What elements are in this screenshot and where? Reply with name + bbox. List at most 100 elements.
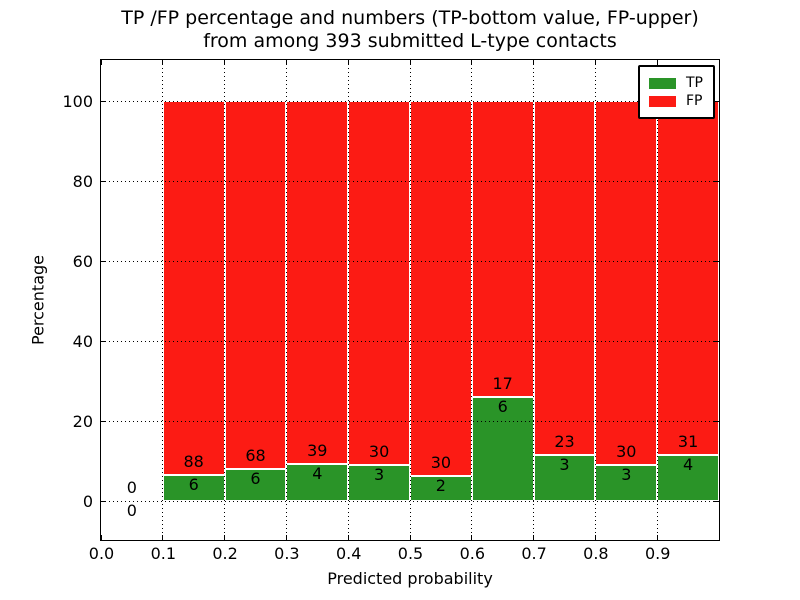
bar-tp-segment [595,464,658,501]
bar-fp-count-label: 30 [430,453,452,472]
legend: TP FP [638,65,715,119]
x-tick-label: 0.6 [459,544,486,563]
gridline-vertical [224,60,226,540]
legend-item-tp: TP [649,75,703,91]
bar-tp-count-label: 6 [188,475,199,495]
chart-title-line1: TP /FP percentage and numbers (TP-bottom… [121,7,699,29]
chart-title: TP /FP percentage and numbers (TP-bottom… [101,7,719,53]
bar-fp-count-label: 30 [368,441,390,461]
x-tick-label: 0.7 [521,544,547,563]
bar-fp-count-label: 68 [245,445,266,465]
bar-fp-count-label: 17 [492,373,513,393]
y-tick-mark [101,180,106,182]
bar-tp-count-label: 6 [250,468,261,488]
x-tick-mark-top [471,60,473,65]
bar-fp-segment [595,101,658,465]
bar-fp-count-label: 39 [307,440,328,460]
x-tick-label: 0.0 [88,544,115,563]
y-tick-mark-right [714,260,719,262]
y-tick-mark-right [714,180,719,182]
x-tick-mark-top [162,60,164,65]
y-tick-label: 0 [82,491,93,511]
legend-label-tp: TP [686,75,703,91]
x-tick-label: 0.5 [397,544,424,563]
bar-fp-segment [657,101,719,456]
gridline-vertical [471,60,473,540]
bar-fp-count-label: 23 [554,431,575,451]
gridline-horizontal [101,340,719,342]
x-tick-mark-top [409,60,411,65]
bar-tp-count-label: 3 [621,464,632,484]
x-tick-mark [409,535,411,540]
x-tick-label: 0.2 [212,544,238,563]
bar-fp-segment [533,101,596,455]
x-tick-label: 0.1 [150,544,177,563]
x-tick-mark [533,535,535,540]
x-tick-mark-top [594,60,596,65]
bar-tp-count-label: 6 [497,396,508,416]
x-tick-mark-top [347,60,349,65]
y-tick-mark [101,100,106,102]
gridline-horizontal [101,100,719,102]
x-tick-mark [162,535,164,540]
bar-fp-count-label: 30 [616,441,637,461]
x-tick-label: 0.4 [335,544,362,563]
gridline-horizontal [101,420,719,422]
y-tick-mark-right [714,420,719,422]
bar-tp-segment [657,455,719,501]
x-tick-mark [224,535,226,540]
gridline-horizontal [101,500,719,502]
x-tick-mark [594,535,596,540]
gridline-vertical [409,60,411,540]
bar-tp-count-label: 3 [374,464,385,484]
gridline-vertical [285,60,287,540]
bar-fp-segment [224,101,287,469]
bar-tp-count-label: 4 [312,463,323,483]
y-tick-label: 80 [72,171,93,191]
y-tick-mark-right [714,100,719,102]
bar-fp-count-label: 88 [183,452,204,472]
legend-label-fp: FP [686,93,703,109]
legend-swatch-tp [649,77,676,89]
y-tick-mark-right [714,340,719,342]
legend-item-fp: FP [649,93,703,109]
x-tick-mark-top [285,60,287,65]
bar-fp-segment [471,101,534,397]
chart-title-line2: from among 393 submitted L-type contacts [203,30,617,52]
y-tick-mark [101,340,106,342]
gridline-vertical [594,60,596,540]
x-tick-mark-top [224,60,226,65]
x-tick-mark [471,535,473,540]
y-tick-mark [101,420,106,422]
x-tick-mark [285,535,287,540]
x-axis-label: Predicted probability [327,569,493,588]
gridline-vertical [347,60,349,540]
plot-area: 0 0 88 6 68 6 39 4 30 3 30 2 17 6 23 3 30 3 31 4 TP FP [100,59,720,541]
gridline-vertical [533,60,535,540]
bar-fp-count-label: 31 [677,432,699,452]
y-tick-mark [101,500,106,502]
x-tick-mark [100,535,102,540]
gridline-vertical [162,60,164,540]
gridline-horizontal [101,260,719,262]
x-tick-label: 0.8 [583,544,609,563]
x-tick-mark [347,535,349,540]
y-tick-label: 60 [72,251,93,271]
x-tick-mark-top [100,60,102,65]
bar-tp-count-label: 2 [435,476,446,495]
legend-swatch-fp [649,95,676,107]
bar-tp-count-label: 4 [683,455,694,475]
x-tick-label: 0.3 [274,544,300,563]
x-tick-mark-top [656,60,658,65]
bar-fp-count-label: 0 [126,478,137,497]
bar-fp-segment [348,101,410,465]
gridline-vertical [656,60,658,540]
x-tick-mark-top [533,60,535,65]
bar-tp-count-label: 0 [126,501,137,520]
gridline-horizontal [101,180,719,182]
x-tick-label: 0.9 [644,544,671,563]
y-tick-label: 100 [62,91,93,111]
bar-fp-segment [286,101,349,464]
bar-fp-segment [162,101,225,476]
